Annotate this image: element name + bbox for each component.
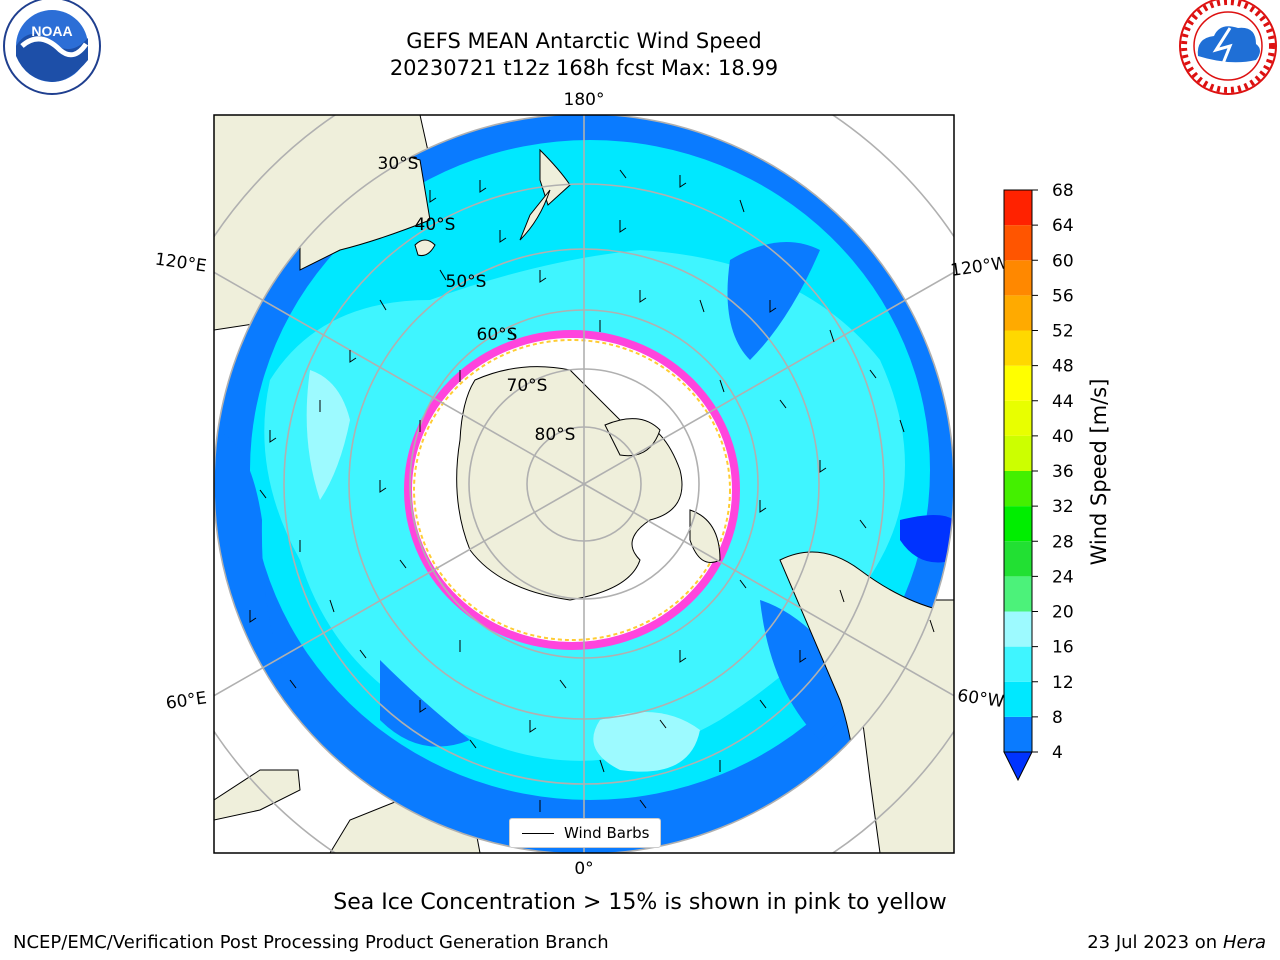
colorbar-tick-label: 32 [1052,497,1074,517]
colorbar-segment [1004,716,1032,752]
lat-label-70s: 70°S [507,376,548,396]
colorbar-tick-label: 36 [1052,462,1074,482]
legend-label: Wind Barbs [564,824,650,842]
legend-line-swatch [522,832,554,834]
colorbar-tick-label: 56 [1052,286,1074,306]
colorbar-tick-label: 60 [1052,251,1074,271]
colorbar-segment [1004,681,1032,717]
lon-label-180: 180° [564,90,605,110]
footer-date-text: 23 Jul 2023 on [1087,932,1223,953]
colorbar-segment [1004,506,1032,542]
lon-label-60w: 60°W [956,686,1005,712]
footer-machine: Hera [1222,932,1266,953]
colorbar-segment [1004,576,1032,612]
wind-barbs [249,169,935,812]
colorbar-tick-label: 28 [1052,532,1074,552]
legend: Wind Barbs [509,818,661,848]
lon-label-60e: 60°E [165,688,208,713]
colorbar-tick-label: 8 [1052,708,1063,728]
colorbar-label: Wind Speed [m/s] [1087,379,1111,566]
colorbar-tick-label: 4 [1052,743,1063,763]
colorbar-tick-label: 20 [1052,603,1074,623]
colorbar-tick-label: 64 [1052,216,1074,236]
colorbar-segment [1004,400,1032,436]
noaa-logo: NOAA [3,0,101,95]
lat-label-60s: 60°S [477,325,518,345]
colorbar-segment [1004,541,1032,577]
colorbar-tick-label: 48 [1052,357,1074,377]
lon-label-0: 0° [574,859,593,879]
lat-label-30s: 30°S [378,154,419,174]
colorbar-tick-label: 40 [1052,427,1074,447]
colorbar-segment [1004,330,1032,366]
colorbar-segment [1004,365,1032,401]
colorbar-tick-label: 44 [1052,392,1074,412]
colorbar-tick-label: 16 [1052,638,1074,658]
colorbar-segment [1004,295,1032,331]
sea-ice-note: Sea Ice Concentration > 15% is shown in … [333,890,947,915]
colorbar-segment [1004,471,1032,507]
colorbar-segment [1004,435,1032,471]
chart-subtitle: 20230721 t12z 168h fcst Max: 18.99 [389,56,779,80]
colorbar-segment [1004,260,1032,296]
colorbar-extend-min [1003,751,1033,782]
colorbar-segment [1004,225,1032,261]
lat-label-40s: 40°S [415,215,456,235]
colorbar-segment [1004,611,1032,647]
colorbar-tick-label: 24 [1052,567,1074,587]
lon-label-120e: 120°E [154,250,208,277]
lon-label-120w: 120°W [949,253,1009,281]
colorbar-segment [1004,190,1032,226]
footer-date: 23 Jul 2023 on Hera [1087,932,1266,953]
lat-label-50s: 50°S [446,272,487,292]
colorbar-segment [1004,646,1032,682]
colorbar-tick-label: 68 [1052,181,1074,201]
noaa-logo-text: NOAA [31,23,72,39]
footer-branch: NCEP/EMC/Verification Post Processing Pr… [13,932,609,953]
lat-label-80s: 80°S [535,425,576,445]
chart-title: GEFS MEAN Antarctic Wind Speed [406,29,762,53]
nws-logo [1179,0,1277,95]
colorbar-tick-label: 52 [1052,322,1074,342]
map-area [214,115,954,853]
colorbar-tick-label: 12 [1052,673,1074,693]
